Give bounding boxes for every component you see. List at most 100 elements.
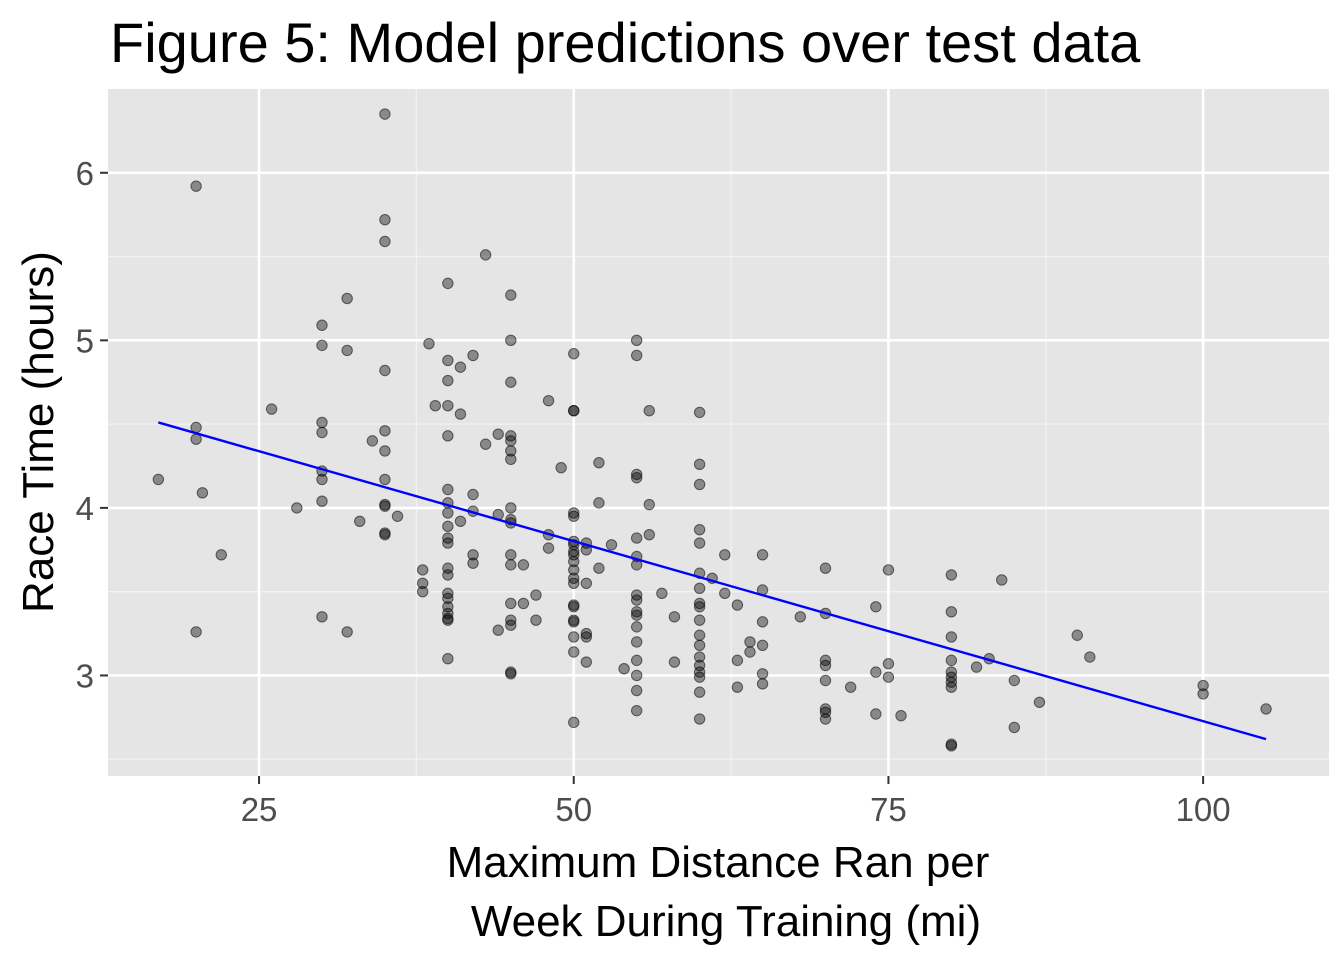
data-point <box>366 435 379 447</box>
data-point <box>580 627 593 640</box>
data-point <box>379 500 391 512</box>
data-point <box>316 426 328 439</box>
data-point <box>1260 703 1272 715</box>
minor-gridlines <box>108 89 1329 776</box>
data-point <box>744 646 756 658</box>
data-point <box>668 611 681 623</box>
fit-line-layer <box>158 421 1267 741</box>
data-point <box>316 495 328 507</box>
data-point <box>555 461 567 474</box>
data-point <box>505 597 517 610</box>
data-point <box>442 537 454 549</box>
data-point <box>630 472 643 484</box>
y-tick-label: 5 <box>76 322 94 359</box>
data-point <box>379 425 391 437</box>
data-point <box>756 639 769 652</box>
data-point <box>693 523 706 536</box>
data-point <box>945 740 958 752</box>
data-point <box>756 616 769 628</box>
data-point <box>530 614 542 626</box>
x-axis-title-line-1: Maximum Distance Ran per <box>447 838 990 887</box>
x-tick-label: 25 <box>241 791 278 828</box>
data-point <box>442 277 454 290</box>
data-point <box>542 542 555 554</box>
data-point <box>568 405 580 417</box>
data-point <box>379 445 391 457</box>
data-point <box>316 611 328 623</box>
data-point <box>819 674 832 687</box>
data-point <box>190 180 202 192</box>
data-point <box>530 589 542 601</box>
data-point <box>895 709 907 722</box>
y-tick-label: 4 <box>76 490 94 527</box>
data-point <box>542 394 555 407</box>
data-point <box>882 564 895 576</box>
data-point <box>354 515 366 528</box>
data-point <box>630 594 643 606</box>
data-point <box>379 364 391 377</box>
data-point <box>580 631 593 643</box>
data-point <box>1033 696 1046 708</box>
data-point <box>819 713 832 725</box>
data-point <box>265 403 278 415</box>
data-point <box>454 515 467 528</box>
data-point <box>416 577 429 590</box>
data-point <box>505 289 517 301</box>
data-point <box>630 349 643 362</box>
data-point <box>731 599 744 611</box>
data-point <box>731 654 744 667</box>
data-point <box>630 684 643 697</box>
data-point <box>442 354 454 367</box>
data-point <box>316 416 328 429</box>
data-point <box>630 609 643 621</box>
data-point <box>693 582 706 595</box>
data-point <box>870 601 882 613</box>
data-point <box>215 549 227 561</box>
data-point <box>970 661 983 673</box>
data-point <box>693 651 706 663</box>
data-point <box>379 235 391 248</box>
data-point <box>505 619 517 631</box>
data-point <box>316 319 328 331</box>
data-point <box>693 639 706 652</box>
data-point <box>870 666 882 678</box>
data-point <box>423 337 435 350</box>
data-point <box>442 592 454 605</box>
data-point <box>693 458 706 471</box>
data-point <box>568 510 580 522</box>
data-point <box>693 478 706 491</box>
data-point <box>693 671 706 683</box>
data-point <box>844 681 857 693</box>
data-point <box>630 669 643 682</box>
fit-line <box>158 421 1267 741</box>
data-point <box>492 624 504 636</box>
data-point <box>505 334 517 347</box>
data-point <box>605 539 618 551</box>
data-point <box>593 562 605 574</box>
data-point <box>819 659 832 672</box>
data-point <box>505 445 517 457</box>
data-point <box>719 587 731 600</box>
data-point <box>568 507 580 519</box>
data-point <box>794 611 807 623</box>
data-point <box>593 456 605 469</box>
data-point <box>341 292 353 305</box>
data-point <box>945 606 958 618</box>
data-point <box>505 453 517 466</box>
data-point <box>505 376 517 388</box>
data-point <box>479 438 492 450</box>
data-point <box>416 585 429 598</box>
data-point <box>1197 688 1209 700</box>
data-point <box>630 636 643 648</box>
data-point <box>643 498 655 511</box>
data-points <box>152 108 1272 752</box>
data-point <box>1197 679 1209 692</box>
data-point <box>568 348 580 360</box>
data-point <box>580 577 593 590</box>
data-point <box>316 473 328 486</box>
data-point <box>442 399 454 412</box>
data-point <box>517 597 530 610</box>
y-tick-label: 6 <box>76 155 94 192</box>
data-point <box>568 616 580 628</box>
